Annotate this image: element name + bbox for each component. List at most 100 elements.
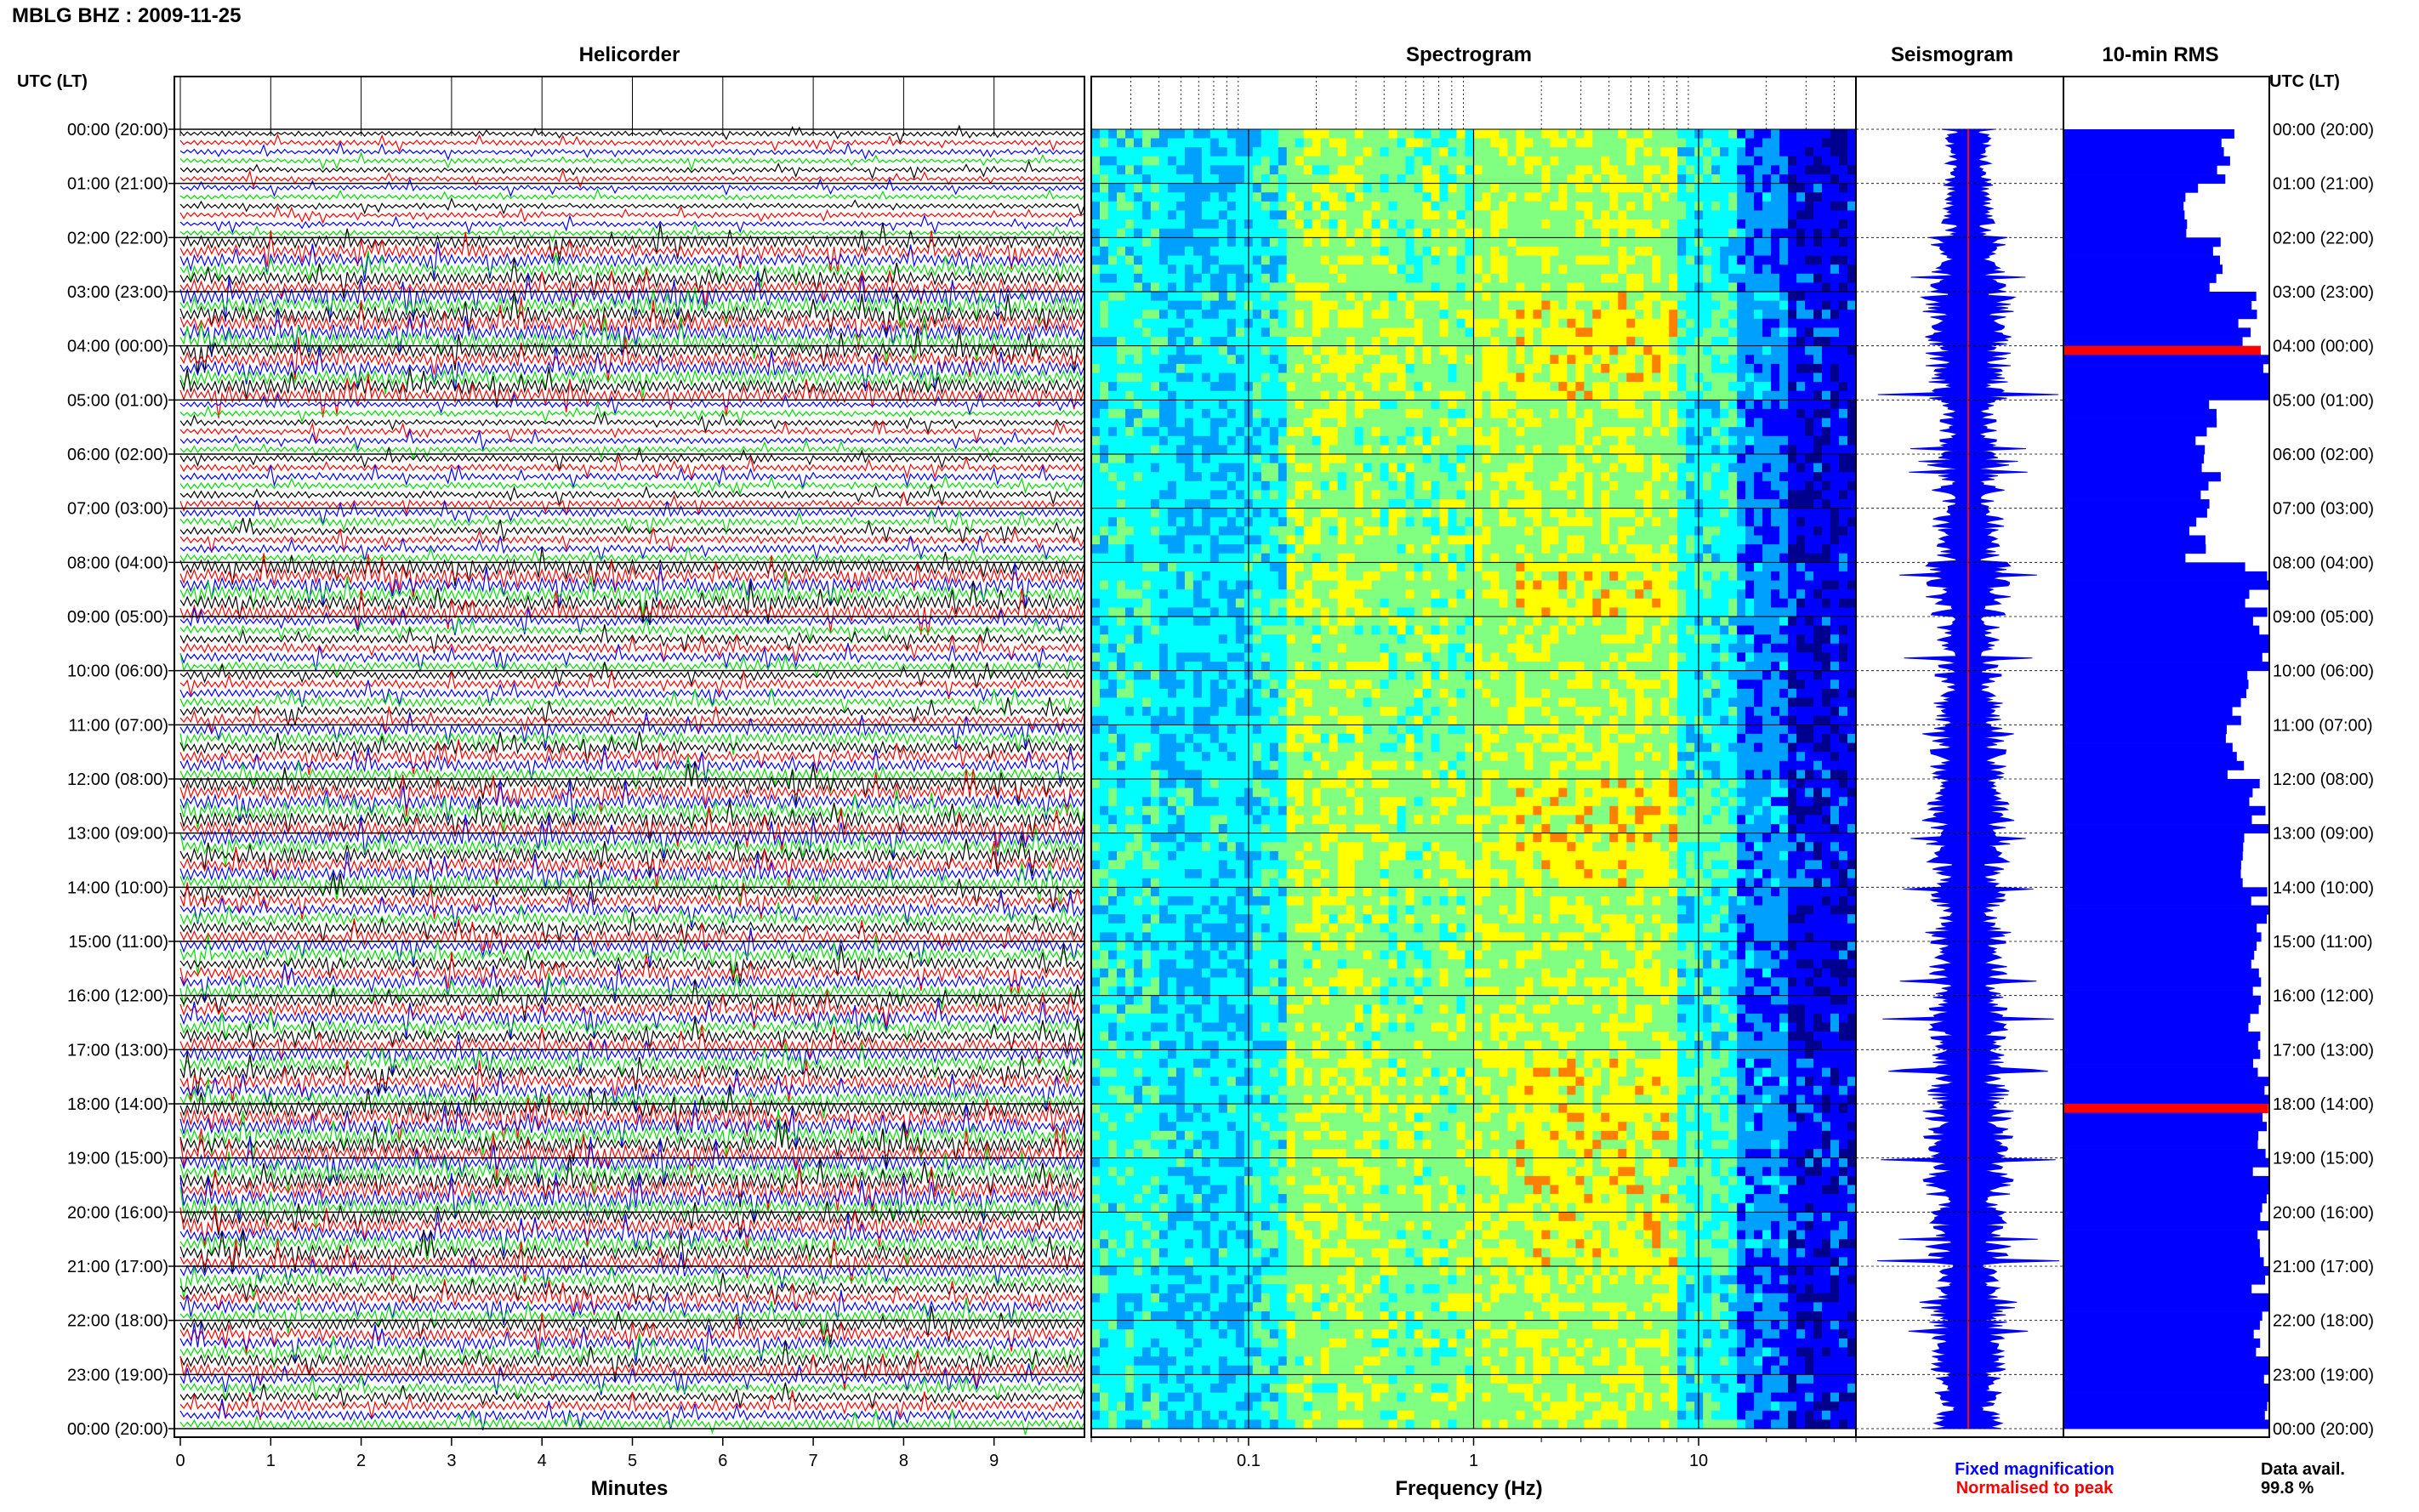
- rms-bar: [2063, 1248, 2260, 1258]
- helicorder-trace: [179, 159, 1085, 180]
- rms-bar: [2063, 544, 2206, 554]
- minutes-tick-label: 0: [175, 1452, 185, 1470]
- helicorder-trace: [179, 151, 1085, 172]
- helicorder-trace: [179, 1034, 1085, 1075]
- helicorder-trace: [179, 1322, 1085, 1364]
- helicorder-trace: [179, 1025, 1085, 1066]
- hour-label-left: 00:00 (20:00): [67, 1420, 168, 1439]
- rms-bar: [2063, 435, 2196, 446]
- rms-bar: [2063, 1392, 2269, 1402]
- minutes-tick-label: 6: [718, 1452, 727, 1470]
- helicorder-trace: [179, 553, 1085, 598]
- helicorder-trace: [179, 1202, 1085, 1249]
- helicorder-trace: [179, 1373, 1085, 1401]
- minutes-tick-label: 9: [989, 1452, 999, 1470]
- helicorder-trace: [179, 446, 1085, 471]
- helicorder-trace: [179, 1228, 1085, 1266]
- helicorder-trace: [179, 963, 1085, 1003]
- rms-bar: [2063, 1077, 2269, 1087]
- rms-bar: [2063, 480, 2209, 491]
- helicorder-trace: [179, 141, 1085, 162]
- rms-bar: [2063, 282, 2210, 293]
- utc-label-left: UTC (LT): [17, 72, 88, 91]
- rms-bar: [2063, 1085, 2265, 1095]
- helicorder-trace: [179, 230, 1085, 272]
- helicorder-trace: [179, 861, 1085, 906]
- helicorder-trace: [179, 429, 1085, 452]
- rms-bar: [2063, 770, 2228, 780]
- rms-bar: [2063, 1302, 2269, 1312]
- hour-label-right: 19:00 (15:00): [2273, 1150, 2374, 1168]
- helicorder-trace: [179, 1229, 1085, 1275]
- hour-label-right: 23:00 (19:00): [2273, 1366, 2374, 1384]
- helicorder-trace: [179, 168, 1085, 190]
- helicorder-trace: [179, 374, 1085, 418]
- helicorder-trace: [179, 662, 1085, 688]
- helicorder-trace: [179, 401, 1085, 425]
- hour-label-left: 19:00 (15:00): [67, 1150, 168, 1168]
- rms-bar: [2063, 760, 2245, 770]
- rms-bar: [2063, 842, 2244, 852]
- helicorder-trace: [179, 730, 1085, 755]
- helicorder-trace: [179, 972, 1085, 1010]
- rms-bar: [2063, 400, 2210, 410]
- helicorder-trace: [179, 1077, 1085, 1119]
- helicorder-trace: [179, 547, 1085, 587]
- helicorder-trace: [179, 1297, 1085, 1335]
- helicorder-trace: [179, 213, 1085, 235]
- helicorder-trace: [179, 580, 1085, 625]
- rms-bar: [2063, 535, 2206, 545]
- hour-label-left: 17:00 (13:00): [67, 1041, 168, 1060]
- rms-bar: [2063, 1347, 2257, 1357]
- hour-label-left: 12:00 (08:00): [67, 770, 168, 789]
- rms-bar: [2063, 1058, 2253, 1068]
- helicorder-trace: [179, 1086, 1085, 1131]
- rms-bar: [2063, 1013, 2251, 1023]
- rms-bar: [2063, 1410, 2265, 1420]
- helicorder-trace: [179, 464, 1085, 491]
- rms-bar: [2063, 138, 2222, 148]
- utc-label-right: UTC (LT): [2269, 72, 2340, 91]
- helicorder-trace: [179, 124, 1085, 145]
- helicorder-trace: [179, 367, 1085, 398]
- rms-bar: [2063, 652, 2262, 662]
- rms-bar: [2063, 1140, 2258, 1150]
- helicorder-trace: [179, 1340, 1085, 1382]
- helicorder-panel: [174, 76, 1085, 1438]
- rms-bar: [2063, 1032, 2261, 1042]
- helicorder-trace: [179, 789, 1085, 832]
- rms-panel: [2063, 76, 2270, 1438]
- rms-bar: [2063, 1230, 2258, 1240]
- rms-bar: [2063, 1266, 2269, 1276]
- rms-bar: [2063, 156, 2230, 166]
- helicorder-trace: [179, 927, 1085, 967]
- hour-labels: 00:00 (20:00) 00:00 (20:00) 01:00 (21:00) 0…: [67, 121, 2374, 1439]
- rms-bar: [2063, 1022, 2249, 1032]
- helicorder-trace: [179, 1333, 1085, 1371]
- rms-bar: [2063, 201, 2184, 211]
- rms-bar: [2063, 1383, 2269, 1393]
- helicorder-trace: [179, 1186, 1085, 1231]
- rms-bar: [2063, 986, 2253, 997]
- rms-bar: [2063, 454, 2205, 463]
- rms-bar: [2063, 1338, 2261, 1348]
- rms-bar: [2063, 1194, 2267, 1204]
- helicorder-trace: [179, 796, 1085, 844]
- helicorder-trace: [179, 546, 1085, 564]
- rms-bar: [2063, 715, 2241, 725]
- hour-label-left: 06:00 (02:00): [67, 446, 168, 464]
- rms-bar: [2063, 1130, 2259, 1140]
- seismogram-panel: [1855, 76, 2064, 1438]
- helicorder-trace: [179, 177, 1085, 198]
- hour-label-left: 13:00 (09:00): [67, 825, 168, 844]
- hour-label-right: 14:00 (10:00): [2273, 878, 2374, 897]
- helicorder-trace: [179, 688, 1085, 716]
- hour-label-right: 09:00 (05:00): [2273, 608, 2374, 627]
- helicorder-trace: [179, 367, 1085, 406]
- hour-label-right: 05:00 (01:00): [2273, 391, 2374, 410]
- helicorder-trace: [179, 455, 1085, 480]
- helicorder-trace: [179, 517, 1085, 544]
- helicorder-trace: [179, 890, 1085, 928]
- rms-bar: [2063, 219, 2188, 230]
- helicorder-trace: [179, 563, 1085, 609]
